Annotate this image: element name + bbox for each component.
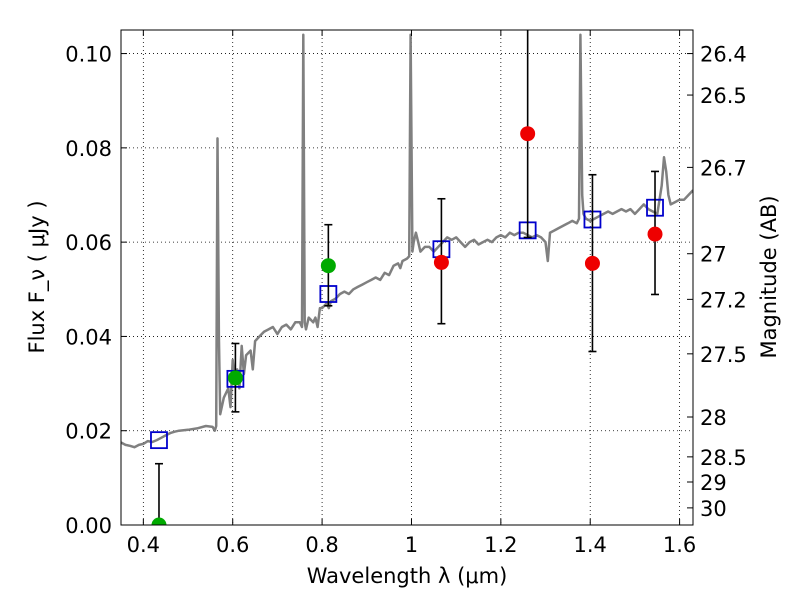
x-tick-label: 1.6: [663, 533, 696, 557]
photometry-point: [227, 370, 243, 386]
data-layer: [121, 30, 693, 525]
photometry-point: [584, 255, 600, 271]
y-tick-label: 0.06: [65, 231, 112, 255]
x-tick-label: 0.8: [305, 533, 338, 557]
x-tick-label: 1.2: [484, 533, 517, 557]
y2-tick-label: 27.5: [700, 343, 747, 367]
y2-tick-label: 30: [700, 497, 727, 521]
x-tick-label: 0.6: [216, 533, 249, 557]
y-tick-label: 0.02: [65, 420, 112, 444]
y2-tick-label: 26.4: [700, 43, 747, 67]
y-tick-label: 0.04: [65, 325, 112, 349]
y-axis-label: Flux F_ν ( μJy ): [25, 200, 50, 353]
photometry-point: [647, 226, 663, 242]
y2-axis-label: Magnitude (AB): [757, 195, 781, 358]
y-tick-label: 0.08: [65, 137, 112, 161]
x-tick-label: 1: [405, 533, 418, 557]
y-tick-label: 0.00: [65, 514, 112, 538]
spectrum-line: [121, 33, 693, 449]
photometry-point: [320, 258, 336, 274]
photometry-point: [520, 126, 536, 142]
x-axis-label: Wavelength λ (μm): [307, 564, 508, 588]
y2-tick-label: 26.7: [700, 156, 747, 180]
y2-tick-label: 27.2: [700, 288, 747, 312]
y2-tick-label: 29: [700, 471, 727, 495]
model-square-marker: [150, 431, 168, 450]
y-tick-label: 0.10: [65, 43, 112, 67]
x-tick-label: 0.4: [127, 533, 160, 557]
plot-area: [121, 30, 693, 525]
axis-ticks: 0.4 0.6 0.8 1 1.2 1.4 1.6 0.00 0.02 0.04 0.06 0.08 0…: [65, 30, 747, 557]
y2-tick-label: 28: [700, 406, 727, 430]
photometry-point: [433, 254, 449, 270]
photometry-point: [151, 517, 167, 525]
y2-tick-label: 26.5: [700, 84, 747, 108]
x-tick-label: 1.4: [574, 533, 607, 557]
plot-frame: [120, 29, 694, 526]
y2-tick-label: 28.5: [700, 446, 747, 470]
y2-tick-label: 27: [700, 243, 727, 267]
